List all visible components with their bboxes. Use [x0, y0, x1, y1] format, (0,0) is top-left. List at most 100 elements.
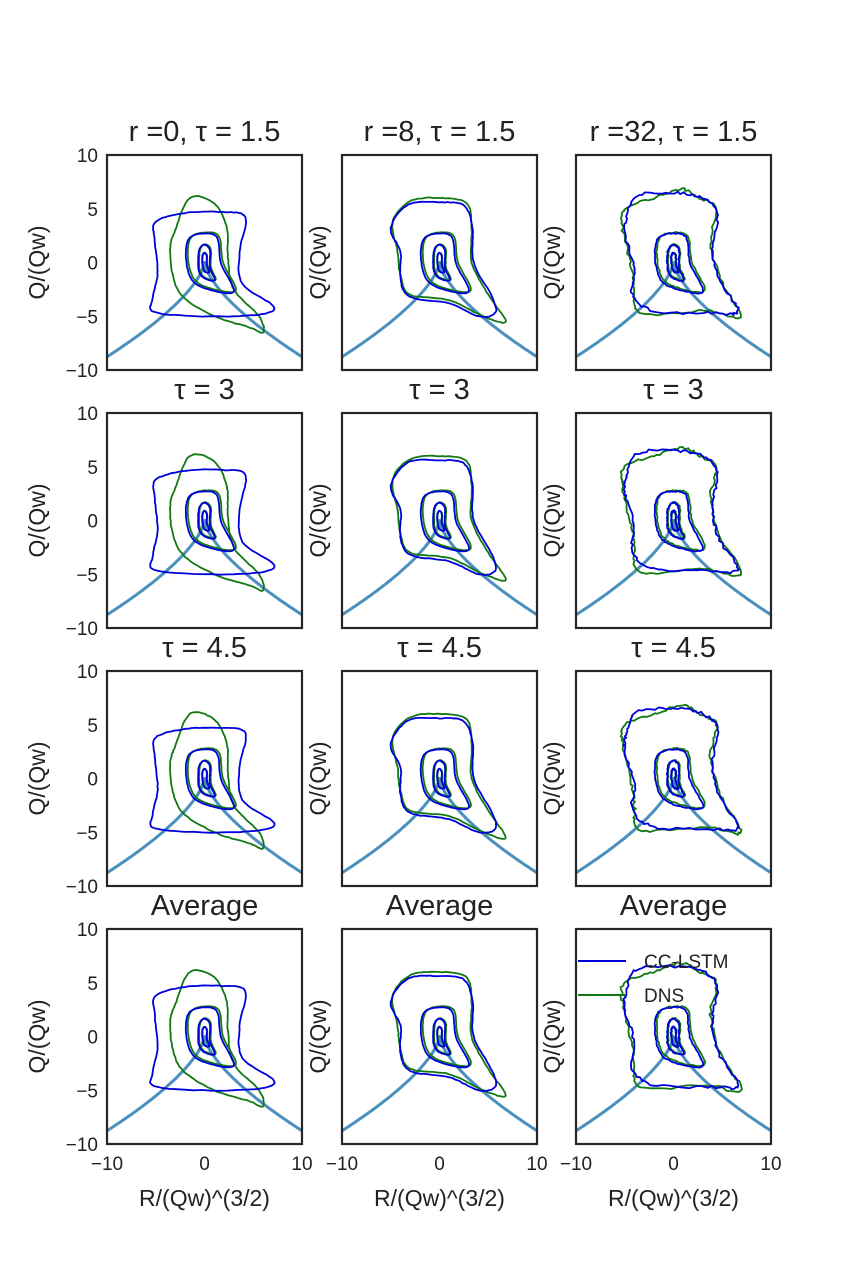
discriminant-curve — [576, 777, 771, 875]
y-tick-label: 10 — [77, 146, 98, 167]
panel-title: τ = 3 — [643, 374, 704, 406]
axes-frame — [105, 669, 304, 888]
cc-lstm-contour — [432, 1017, 451, 1056]
y-tick-label: −5 — [76, 823, 98, 844]
panel-r3-c1: Average Q/(Qw) −10 0 10 R/(Qw)^(3/2) — [305, 890, 548, 1211]
cc-lstm-contour — [432, 759, 451, 798]
cc-lstm-contour — [149, 726, 276, 834]
y-axis-label: Q/(Qw) — [24, 999, 50, 1073]
axes-frame — [574, 669, 773, 888]
cc-lstm-contour — [436, 251, 446, 274]
y-tick-label: 5 — [87, 200, 98, 221]
panel-title: τ = 3 — [409, 374, 470, 406]
panel-title: Average — [151, 890, 259, 922]
cc-lstm-contour — [653, 490, 704, 553]
x-tick-label: 10 — [526, 1154, 547, 1175]
axes-frame — [105, 153, 304, 372]
panel-r3-c2: Average Q/(Qw) −10 0 10 R/(Qw)^(3/2) CC-LSTM DN… — [539, 890, 782, 1211]
cc-lstm-contour — [665, 243, 685, 283]
panel-r0-c0: r =0, τ = 1.5 10 5 0 −5 −10 Q/(Qw) — [24, 116, 304, 382]
y-axis-label: Q/(Qw) — [539, 225, 565, 299]
y-axis-label: Q/(Qw) — [305, 741, 331, 815]
axes-frame — [340, 669, 539, 888]
panel-r1-c2: τ = 3 Q/(Qw) — [539, 374, 773, 630]
y-axis-label: Q/(Qw) — [539, 483, 565, 557]
panel-title: τ = 4.5 — [162, 632, 247, 664]
cc-lstm-contour — [432, 501, 451, 540]
cc-lstm-contour — [197, 1018, 216, 1056]
axes-frame — [574, 411, 773, 630]
y-tick-label: 0 — [87, 254, 98, 275]
y-tick-label: 0 — [87, 1028, 98, 1049]
axes-frame — [574, 927, 773, 1146]
y-tick-label: −10 — [66, 1135, 98, 1156]
axes-frame — [340, 927, 539, 1146]
legend: CC-LSTM DNS — [578, 952, 728, 1007]
cc-lstm-contour — [201, 251, 211, 274]
panel-r1-c0: τ = 3 10 5 0 −5 −10 Q/(Qw) — [24, 374, 304, 640]
y-tick-label: −5 — [76, 307, 98, 328]
plot-area — [342, 970, 537, 1133]
y-tick-label: 5 — [87, 458, 98, 479]
cc-lstm-contour — [436, 1025, 446, 1048]
y-tick-label: −5 — [76, 1081, 98, 1102]
dns-contour — [169, 969, 265, 1108]
cc-lstm-contour — [184, 748, 235, 811]
x-tick-label: 0 — [434, 1154, 445, 1175]
cc-lstm-contour — [389, 717, 498, 834]
cc-lstm-contour — [665, 501, 685, 540]
discriminant-curve — [576, 519, 771, 617]
discriminant-curve — [107, 1035, 302, 1133]
dns-contour — [169, 711, 265, 850]
panel-title: τ = 4.5 — [397, 632, 482, 664]
cc-lstm-contour — [419, 490, 470, 553]
x-tick-label: −10 — [326, 1154, 358, 1175]
cc-lstm-contour — [622, 706, 740, 832]
y-axis-label: Q/(Qw) — [305, 999, 331, 1073]
plot-area — [576, 703, 771, 875]
cc-lstm-contour — [665, 759, 686, 799]
dns-contour — [169, 453, 265, 592]
plot-area — [576, 961, 771, 1133]
cc-lstm-contour — [389, 974, 498, 1092]
y-tick-label: −10 — [66, 361, 98, 382]
discriminant-curve — [107, 261, 302, 359]
panel-title: r =32, τ = 1.5 — [590, 116, 758, 148]
cc-lstm-contour — [669, 1025, 680, 1048]
dns-contour — [169, 195, 265, 334]
axes-frame — [574, 153, 773, 372]
dns-contour — [391, 454, 507, 582]
discriminant-curve — [107, 777, 302, 875]
discriminant-curve — [342, 1035, 537, 1133]
y-tick-label: 5 — [87, 716, 98, 737]
cc-lstm-contour — [622, 448, 740, 574]
cc-lstm-contour — [197, 501, 216, 540]
discriminant-curve — [342, 777, 537, 875]
cc-lstm-contour — [389, 200, 498, 318]
cc-lstm-contour — [653, 232, 704, 295]
cc-lstm-contour — [432, 243, 451, 282]
cc-lstm-contour — [623, 190, 740, 316]
panel-r0-c1: r =8, τ = 1.5 Q/(Qw) — [305, 116, 539, 372]
y-axis-label: Q/(Qw) — [305, 225, 331, 299]
panel-r1-c1: τ = 3 Q/(Qw) — [305, 374, 539, 630]
cc-lstm-contour — [419, 232, 470, 295]
cc-lstm-contour — [669, 767, 680, 790]
y-tick-label: 10 — [77, 404, 98, 425]
y-axis-label: Q/(Qw) — [24, 225, 50, 299]
cc-lstm-contour — [201, 1025, 211, 1048]
x-tick-label: −10 — [560, 1154, 592, 1175]
cc-lstm-contour — [149, 210, 276, 318]
cc-lstm-contour — [419, 748, 470, 811]
dns-contour — [619, 446, 742, 577]
plot-area — [342, 196, 537, 359]
plot-area — [107, 195, 302, 359]
discriminant-curve — [342, 261, 537, 359]
panel-title: Average — [386, 890, 494, 922]
legend-label: CC-LSTM — [644, 952, 728, 973]
cc-lstm-contour — [419, 1006, 470, 1069]
x-tick-label: 10 — [760, 1154, 781, 1175]
x-tick-label: 10 — [291, 1154, 312, 1175]
y-axis-label: Q/(Qw) — [539, 999, 565, 1073]
panel-r0-c2: r =32, τ = 1.5 Q/(Qw) — [539, 116, 773, 372]
